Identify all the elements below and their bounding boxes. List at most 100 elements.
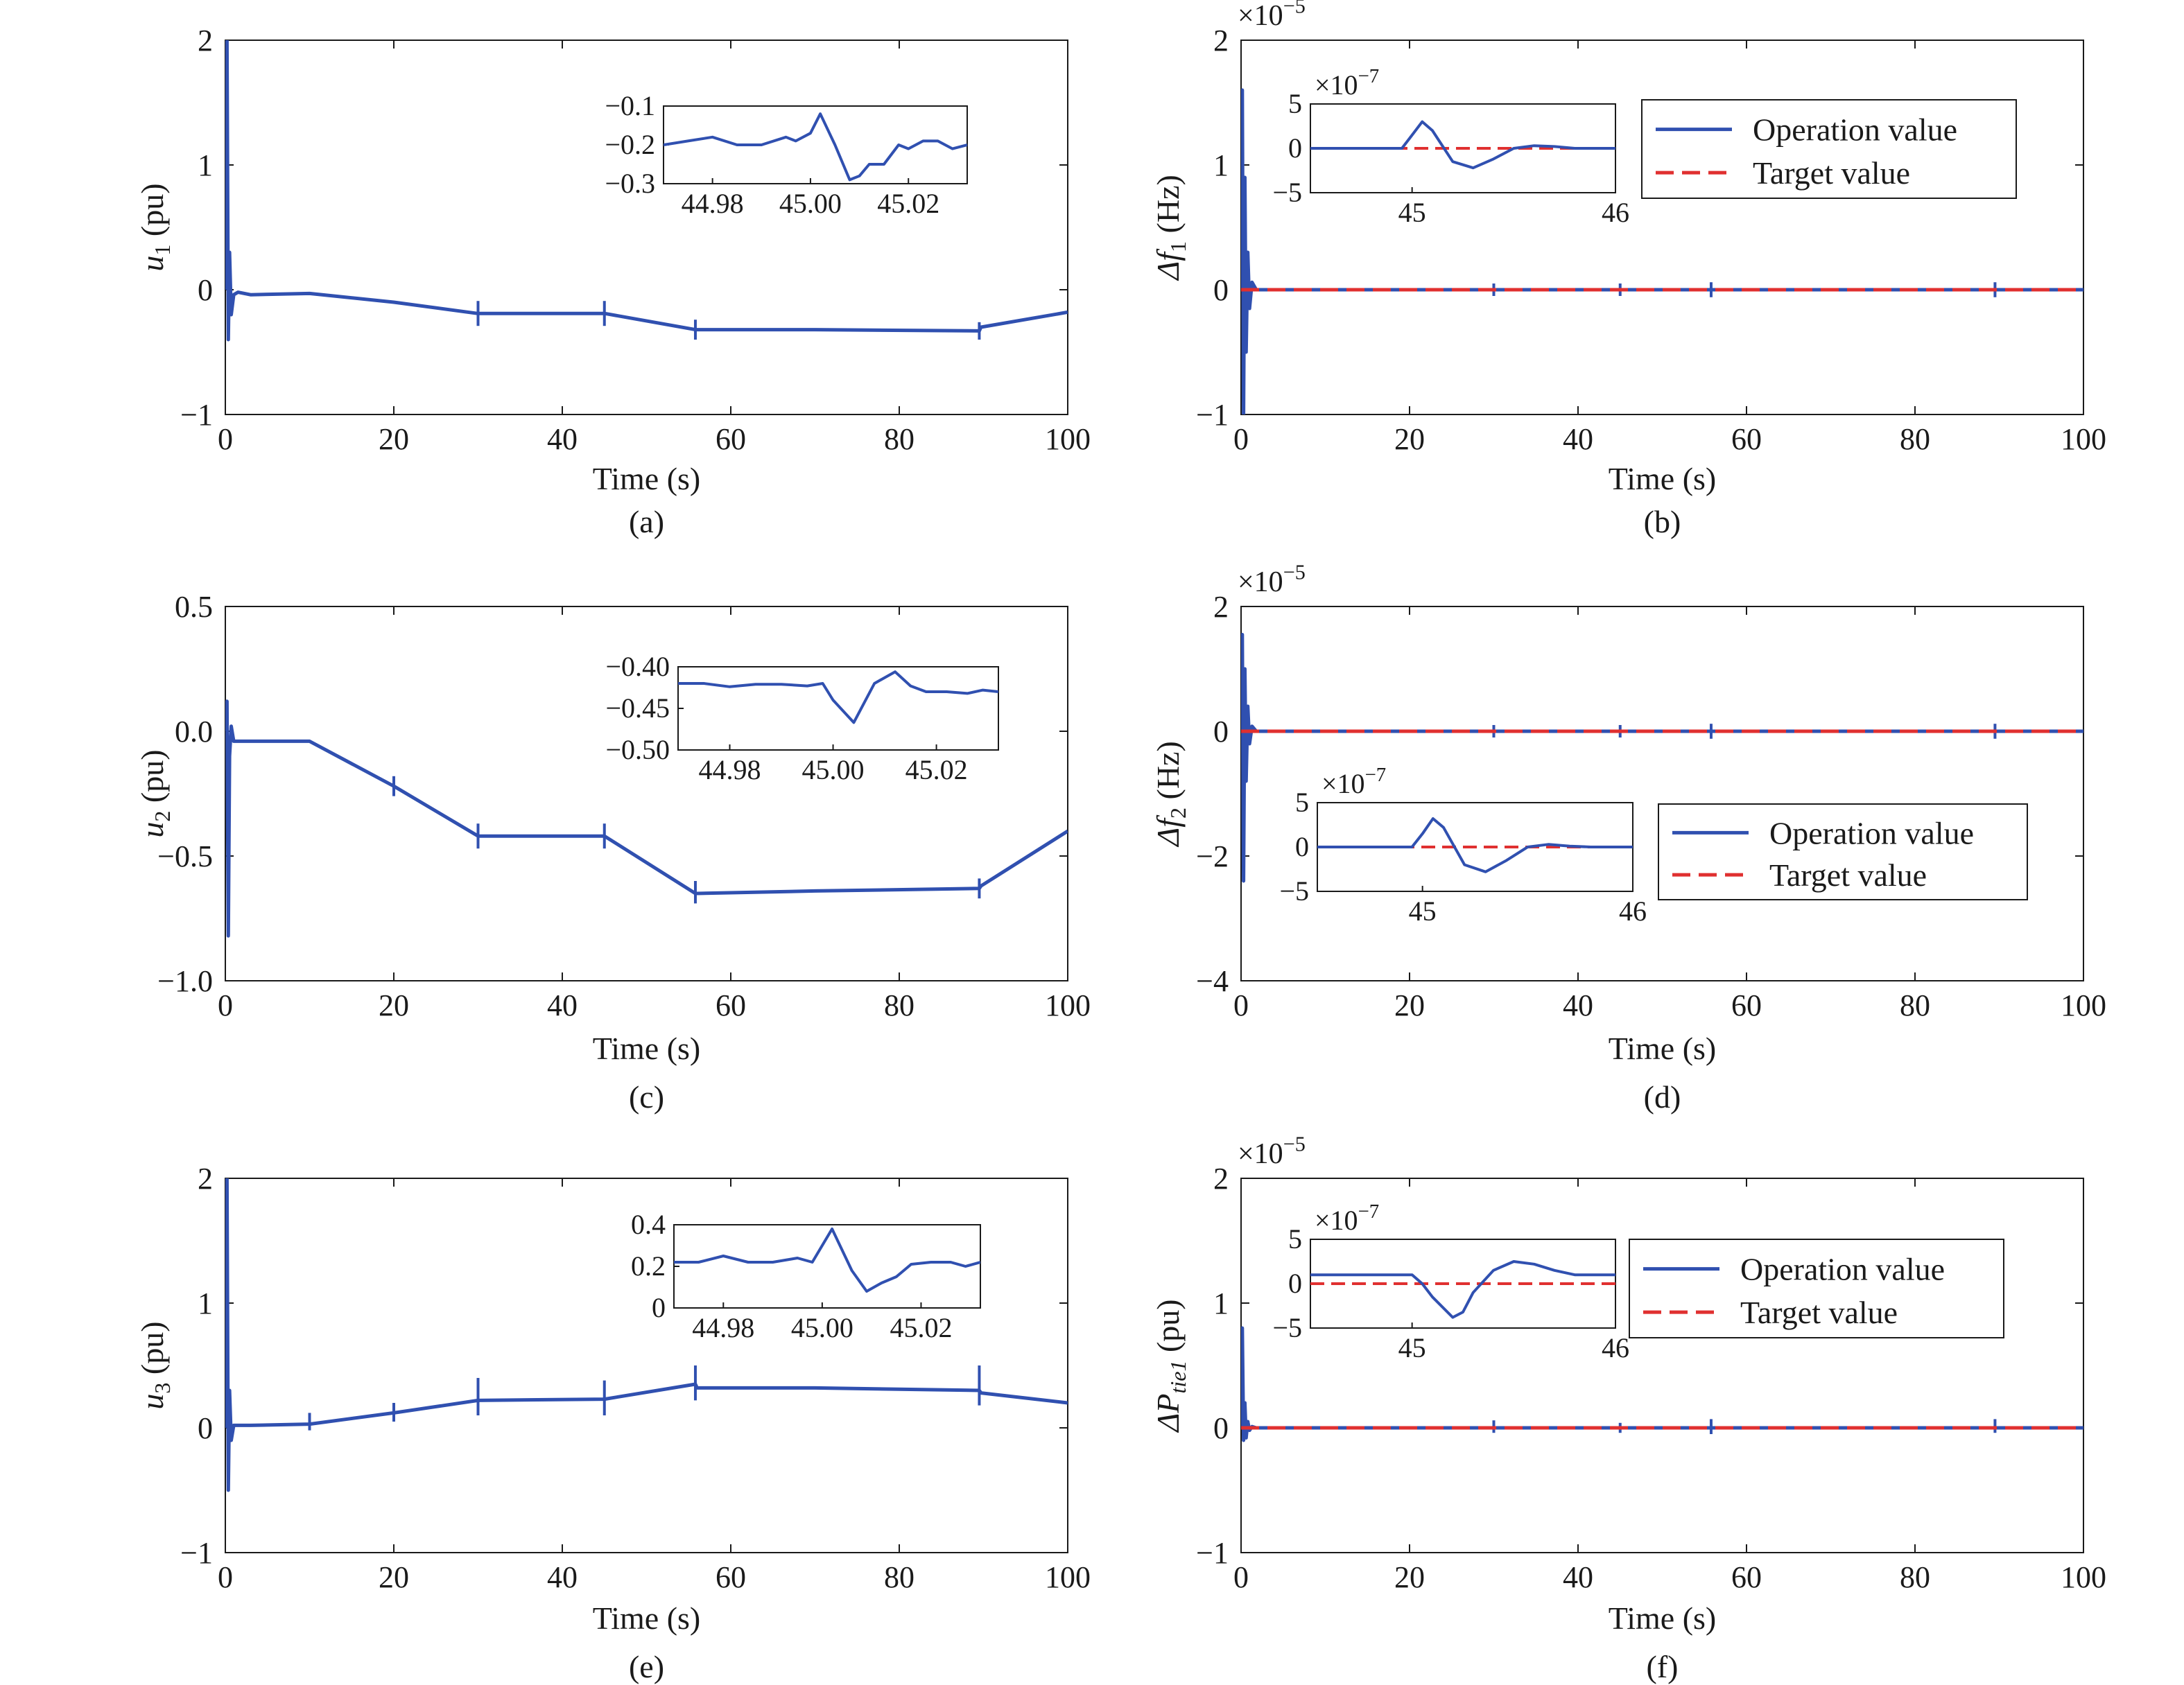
legend-b: Operation value Target value [1641, 99, 2017, 199]
inset-plot-area [674, 1228, 980, 1293]
x-tick-label: 20 [379, 1560, 409, 1594]
x-tick-label: 40 [547, 1560, 578, 1594]
x-tick-label: 20 [1394, 988, 1425, 1022]
inset-f: 45 46 5 0 −5 ×10−7 [1272, 1201, 1629, 1363]
inset-y-tick-label: 0 [1295, 831, 1309, 862]
inset-series-operation-line [678, 670, 998, 724]
y-tick-label: −1.0 [157, 964, 213, 998]
inset-x-tick-label: 45 [1409, 896, 1437, 927]
x-tick-label: 0 [218, 422, 233, 456]
y-axis-label-sub: 2 [1165, 807, 1190, 819]
y-axis-label-sub: 1 [150, 245, 175, 256]
inset-x-tick-label: 45.00 [802, 754, 865, 785]
x-tick-label: 80 [884, 1560, 915, 1594]
inset-y-tick-label: 5 [1288, 1223, 1302, 1255]
series-operation-line [225, 1178, 1068, 1492]
y-axis-label-sub: 3 [150, 1383, 175, 1394]
x-tick-label: 100 [2061, 422, 2106, 456]
plot-frame [1240, 40, 2084, 415]
y-axis-label-unit: (Hz) [1150, 741, 1186, 807]
inset-e: 44.98 45.00 45.02 0.4 0.2 0 [631, 1209, 981, 1343]
inset-y-tick-label: 5 [1288, 88, 1302, 119]
y-tick-label: 2 [1213, 1162, 1229, 1196]
x-tick-label: 60 [1731, 422, 1762, 456]
inset-y-tick-label: −5 [1279, 875, 1309, 907]
y-axis-label-main: u [135, 1394, 170, 1410]
inset-y-tick-label: −0.50 [605, 734, 670, 765]
legend-label-target: Target value [1740, 1295, 1898, 1330]
y-tick-label: 0.5 [175, 590, 213, 624]
legend-box [1658, 803, 2028, 900]
y-tick-label: 0 [1213, 715, 1229, 749]
y-tick-label: 0 [1213, 273, 1229, 307]
y-axis-label-unit: (pu) [1150, 1299, 1186, 1360]
inset-plot-area [1317, 817, 1633, 873]
inset-d: 45 46 5 0 −5 ×10−7 [1279, 764, 1647, 927]
x-axis-label: Time (s) [593, 1600, 701, 1636]
x-tick-label: 100 [1045, 422, 1091, 456]
plot-frame [1240, 606, 2084, 981]
x-tick-label: 80 [884, 422, 915, 456]
x-tick-label: 20 [1394, 1560, 1425, 1594]
y-tick-label: 1 [198, 1286, 213, 1320]
x-tick-label: 40 [547, 988, 578, 1022]
y-tick-label: −1 [1196, 398, 1229, 432]
y-tick-label: 2 [1213, 590, 1229, 624]
y-axis-label: ΔPtie1 (pu) [1150, 1299, 1190, 1433]
series-operation-line [1241, 88, 2083, 414]
inset-exponent-label: ×10−7 [1315, 65, 1379, 101]
legend-label-target: Target value [1753, 155, 1910, 191]
series-operation-line [1241, 1326, 2083, 1442]
plot-area [225, 1178, 1068, 1492]
x-axis-label: Time (s) [593, 461, 701, 496]
inset-x-tick-label: 45.00 [791, 1312, 853, 1343]
inset-y-tick-label: −0.40 [605, 651, 670, 682]
inset-series-operation-line [1310, 120, 1615, 170]
y-axis-label-main: u [135, 256, 170, 272]
y-tick-label: 2 [198, 24, 213, 58]
inset-x-tick-label: 45.02 [877, 188, 939, 219]
legend-label-operation: Operation value [1740, 1252, 1945, 1287]
x-tick-label: 100 [2061, 988, 2106, 1022]
panel-caption: (c) [629, 1079, 664, 1115]
plot-area [1241, 633, 2083, 883]
x-tick-label: 40 [1563, 988, 1593, 1022]
y-axis-label-sub: 2 [150, 811, 175, 822]
y-axis-label-main: ΔP [1150, 1394, 1186, 1433]
inset-y-tick-label: −5 [1272, 177, 1302, 208]
x-tick-label: 20 [379, 422, 409, 456]
y-exponent-label: ×10−5 [1238, 1132, 1306, 1170]
y-axis-label-main: u [135, 822, 170, 838]
y-tick-label: −0.5 [157, 839, 213, 873]
panel-caption: (f) [1647, 1649, 1679, 1684]
legend-label-operation: Operation value [1769, 815, 1974, 850]
x-tick-label: 0 [1233, 1560, 1249, 1594]
panel-caption: (a) [629, 504, 664, 539]
inset-y-tick-label: −0.3 [605, 168, 655, 199]
inset-plot-area [1310, 120, 1615, 170]
inset-series-operation-line [1310, 1260, 1615, 1319]
y-tick-label: 0.0 [175, 715, 213, 749]
y-exponent-label: ×10−5 [1238, 560, 1306, 598]
inset-y-tick-label: −0.1 [605, 90, 655, 121]
legend-box [1629, 1239, 2004, 1338]
y-tick-label: −1 [1196, 1536, 1229, 1570]
x-tick-label: 80 [1900, 422, 1930, 456]
x-tick-label: 40 [1563, 1560, 1593, 1594]
y-tick-label: 0 [1213, 1411, 1229, 1445]
y-tick-label: 0 [198, 1411, 213, 1445]
plot-area [225, 699, 1068, 938]
x-tick-label: 40 [1563, 422, 1593, 456]
x-tick-label: 0 [1233, 422, 1249, 456]
x-tick-label: 40 [547, 422, 578, 456]
plot-area [1241, 1326, 2083, 1442]
legend-f: Operation value Target value [1629, 1239, 2004, 1338]
x-tick-label: 60 [1731, 988, 1762, 1022]
x-axis-label: Time (s) [1609, 1600, 1717, 1636]
y-tick-label: −4 [1196, 964, 1229, 998]
inset-y-tick-label: 0.2 [631, 1250, 666, 1282]
